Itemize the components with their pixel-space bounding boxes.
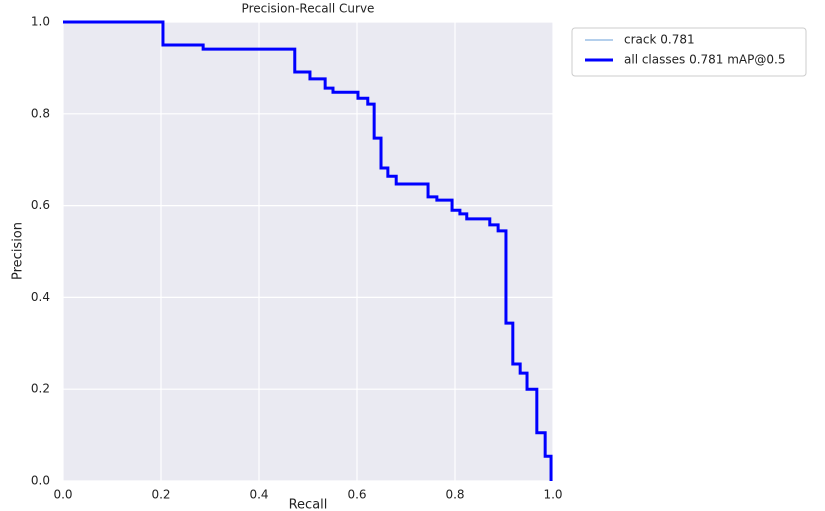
- plot-area: [63, 22, 553, 481]
- x-tick-label: 1.0: [543, 488, 562, 502]
- y-tick-label: 0.0: [31, 474, 50, 488]
- y-axis-label: Precision: [11, 222, 26, 280]
- y-tick-label: 0.8: [31, 106, 50, 120]
- legend-label: crack 0.781: [624, 33, 695, 47]
- y-tick-label: 0.2: [31, 382, 50, 396]
- x-tick-label: 0.0: [53, 488, 72, 502]
- x-tick-label: 0.4: [249, 488, 268, 502]
- y-tick-label: 0.4: [31, 290, 50, 304]
- legend-label: all classes 0.781 mAP@0.5: [624, 53, 785, 67]
- x-axis-label: Recall: [289, 498, 328, 511]
- pr-curve: [63, 20, 553, 481]
- x-tick-label: 0.8: [445, 488, 464, 502]
- legend: [571, 27, 807, 77]
- x-tick-label: 0.2: [151, 488, 170, 502]
- y-tick-label: 0.6: [31, 198, 50, 212]
- x-tick-label: 0.6: [347, 488, 366, 502]
- chart-title: Precision-Recall Curve: [242, 2, 375, 16]
- y-tick-label: 1.0: [31, 15, 50, 29]
